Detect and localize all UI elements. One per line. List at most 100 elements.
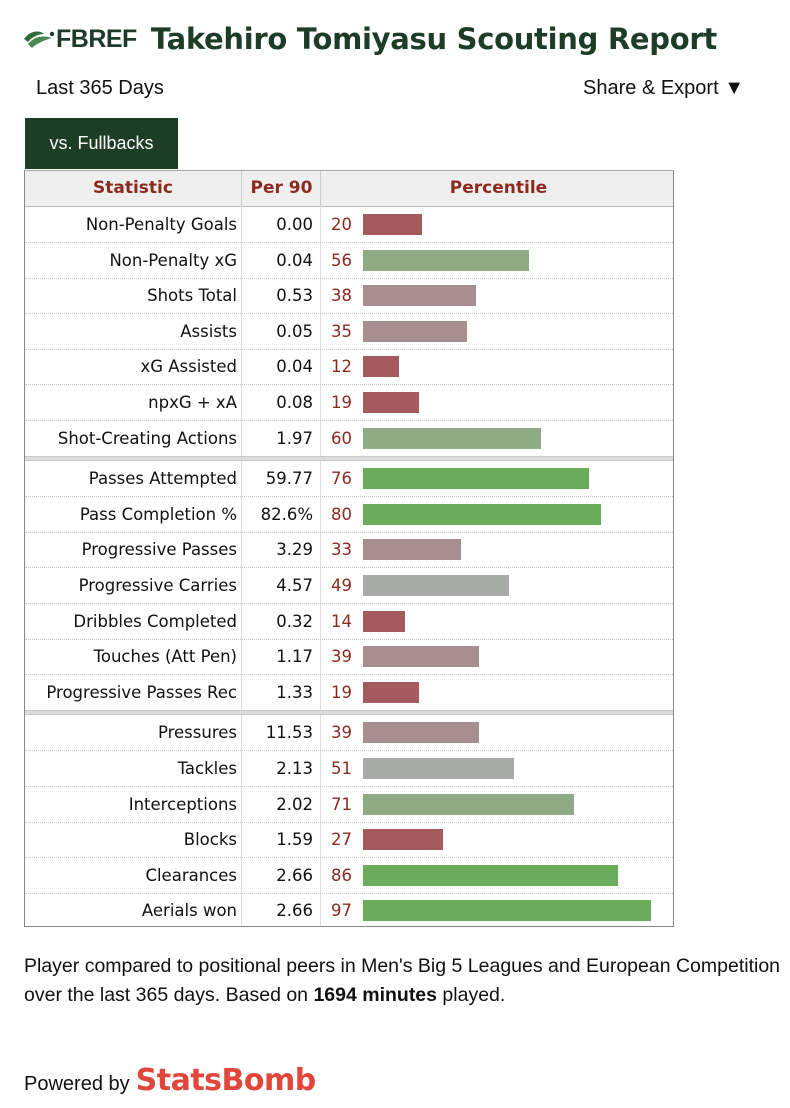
stat-name[interactable]: Blocks <box>183 830 237 850</box>
per90-value: 0.08 <box>276 393 313 412</box>
statsbomb-logo[interactable]: StatsBomb <box>135 1062 317 1098</box>
stat-name[interactable]: Assists <box>180 321 237 341</box>
per90-value: 2.13 <box>276 759 313 778</box>
report-subbar: Last 365 Days Share & Export ▼ <box>36 74 744 102</box>
group-separator <box>25 456 673 462</box>
percentile-bar <box>363 900 651 922</box>
percentile-bar <box>363 610 405 632</box>
stat-name[interactable]: Tackles <box>177 759 237 778</box>
per90-value: 2.66 <box>276 865 313 885</box>
percentile-value: 20 <box>331 215 352 234</box>
stat-name[interactable]: Non-Penalty xG <box>109 250 237 270</box>
table-row: Assists 0.05 35 <box>25 314 673 350</box>
percentile-bar <box>363 427 541 449</box>
table-row: Aerials won 2.66 97 <box>25 893 673 928</box>
percentile-value: 27 <box>331 830 352 850</box>
percentile-bar <box>363 539 461 561</box>
percentile-value: 56 <box>331 250 352 270</box>
per90-value: 59.77 <box>265 469 313 489</box>
per90-value: 4.57 <box>276 576 313 595</box>
powered-by-label: Powered by <box>24 1072 130 1095</box>
percentile-value: 39 <box>331 723 352 743</box>
percentile-bar <box>363 249 529 271</box>
percentile-bar <box>363 681 419 703</box>
table-row: Clearances 2.66 86 <box>25 858 673 894</box>
percentile-value: 33 <box>331 540 352 560</box>
table-row: Touches (Att Pen) 1.17 39 <box>25 639 673 676</box>
per90-value: 0.04 <box>276 250 313 270</box>
tab-vs-fullbacks[interactable]: vs. Fullbacks <box>25 118 178 169</box>
percentile-value: 80 <box>331 504 352 524</box>
stat-name[interactable]: Dribbles Completed <box>73 611 237 631</box>
table-header: Statistic Per 90 Percentile <box>25 171 673 207</box>
stat-name[interactable]: Aerials won <box>141 901 237 921</box>
per90-value: 2.02 <box>276 794 313 814</box>
stat-name[interactable]: Progressive Passes Rec <box>46 682 237 702</box>
stat-name[interactable]: Pressures <box>157 723 237 743</box>
footnote: Player compared to positional peers in M… <box>24 952 784 1010</box>
stat-name[interactable]: Touches (Att Pen) <box>93 647 237 667</box>
table-row: Interceptions 2.02 71 <box>25 787 673 823</box>
header-percentile: Percentile <box>320 171 676 206</box>
percentile-bar <box>363 214 422 235</box>
table-row: Progressive Carries 4.57 49 <box>25 568 673 604</box>
stat-name[interactable]: Progressive Passes <box>81 540 237 560</box>
scouting-table: Statistic Per 90 Percentile Non-Penalty … <box>24 170 674 927</box>
percentile-value: 39 <box>331 647 352 667</box>
stat-name[interactable]: Progressive Carries <box>78 576 237 595</box>
percentile-value: 49 <box>331 576 352 595</box>
table-row: Shots Total 0.53 38 <box>25 278 673 315</box>
percentile-bar <box>363 468 589 490</box>
fbref-logo[interactable]: FBREF <box>22 25 137 54</box>
stat-name[interactable]: Shots Total <box>147 286 237 306</box>
per90-value: 0.04 <box>276 357 313 377</box>
per90-value: 2.66 <box>276 901 313 921</box>
percentile-bar <box>363 793 574 815</box>
share-export-button[interactable]: Share & Export ▼ <box>583 76 744 99</box>
stat-name[interactable]: npxG + xA <box>148 393 237 412</box>
footnote-minutes: 1694 minutes <box>313 984 437 1006</box>
table-row: Non-Penalty Goals 0.00 20 <box>25 207 673 243</box>
page-header: FBREF Takehiro Tomiyasu Scouting Report <box>22 14 762 64</box>
per90-value: 0.00 <box>276 215 313 234</box>
per90-value: 0.53 <box>276 286 313 306</box>
percentile-bar <box>363 285 476 307</box>
per90-value: 82.6% <box>260 504 313 524</box>
per90-value: 1.59 <box>276 830 313 850</box>
per90-value: 0.32 <box>276 611 313 631</box>
stat-name[interactable]: Clearances <box>145 865 237 885</box>
percentile-bar <box>363 503 601 525</box>
percentile-bar <box>363 722 479 744</box>
period-label: Last 365 Days <box>36 76 164 99</box>
per90-value: 0.05 <box>276 321 313 341</box>
percentile-bar <box>363 646 479 668</box>
table-row: Shot-Creating Actions 1.97 60 <box>25 421 673 457</box>
table-row: Non-Penalty xG 0.04 56 <box>25 243 673 279</box>
stat-name[interactable]: Non-Penalty Goals <box>85 215 237 234</box>
page-title: Takehiro Tomiyasu Scouting Report <box>150 22 717 56</box>
column-divider <box>320 206 321 926</box>
per90-value: 1.97 <box>276 428 313 448</box>
percentile-value: 86 <box>331 865 352 885</box>
percentile-value: 19 <box>331 682 352 702</box>
fbref-logo-text: FBREF <box>56 24 137 53</box>
stat-name[interactable]: Interceptions <box>128 794 237 814</box>
percentile-value: 71 <box>331 794 352 814</box>
table-row: Tackles 2.13 51 <box>25 751 673 787</box>
percentile-value: 38 <box>331 286 352 306</box>
table-row: npxG + xA 0.08 19 <box>25 385 673 421</box>
percentile-value: 35 <box>331 321 352 341</box>
footnote-text: Player compared to positional peers in M… <box>24 955 781 1006</box>
percentile-value: 51 <box>331 759 352 778</box>
percentile-bar <box>363 356 399 378</box>
footnote-text-end: played. <box>437 984 506 1006</box>
percentile-bar <box>363 758 514 779</box>
table-row: Pressures 11.53 39 <box>25 715 673 752</box>
stat-name[interactable]: Pass Completion % <box>79 504 237 524</box>
column-divider <box>241 206 242 926</box>
table-row: Progressive Passes Rec 1.33 19 <box>25 675 673 711</box>
stat-name[interactable]: xG Assisted <box>140 357 237 377</box>
stat-name[interactable]: Passes Attempted <box>88 469 237 489</box>
stat-name[interactable]: Shot-Creating Actions <box>57 428 237 448</box>
percentile-value: 60 <box>331 428 352 448</box>
